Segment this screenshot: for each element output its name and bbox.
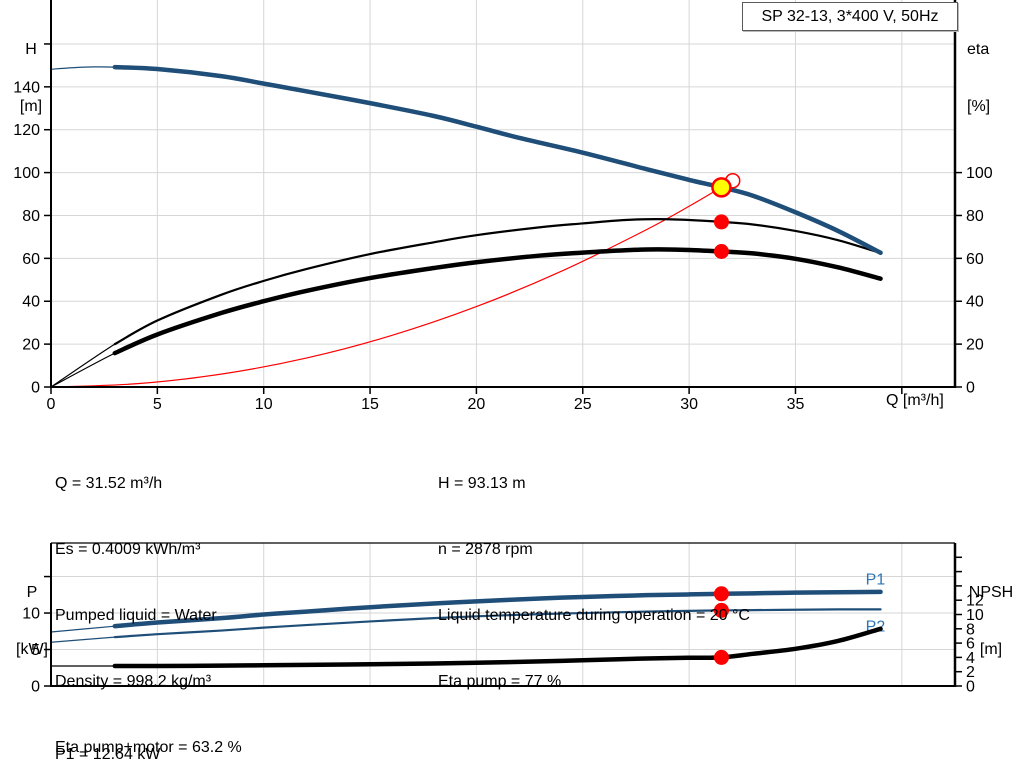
y-right-tick: 4	[966, 650, 975, 667]
y-right-tick: 0	[966, 679, 975, 696]
x-tick: 25	[574, 396, 592, 413]
y-left-tick: 120	[13, 122, 40, 139]
y-right-tick: 40	[966, 294, 984, 311]
y-left-tick: 0	[31, 380, 40, 397]
y-right-tick: 12	[966, 593, 984, 610]
y-left-tick: 140	[13, 79, 40, 96]
y-left-tick: 5	[31, 642, 40, 659]
info-line: H = 93.13 m	[438, 475, 526, 492]
x-tick: 35	[787, 396, 805, 413]
y-left-tick: 20	[22, 337, 40, 354]
chart-title-box: SP 32-13, 3*400 V, 50Hz	[742, 2, 958, 31]
eta-pump-motor-point-marker	[713, 243, 729, 259]
p-axis-symbol: P	[26, 584, 38, 601]
eta-pump-point-marker	[713, 214, 729, 230]
duty-info-right: H = 93.13 m n = 2878 rpm Liquid temperat…	[438, 429, 750, 737]
q-axis-label: Q [m³/h]	[886, 392, 944, 409]
info-line: n = 2878 rpm	[438, 541, 533, 558]
p-axis-unit: [kW]	[16, 641, 48, 658]
info-line: P1 = 12.64 kW	[55, 746, 161, 763]
x-tick: 15	[361, 396, 379, 413]
p2-point-marker	[713, 602, 729, 618]
x-tick: 10	[255, 396, 273, 413]
info-line: Eta pump = 77 %	[438, 673, 562, 690]
eta-axis-unit: [%]	[967, 98, 991, 115]
duty-info-left: Q = 31.52 m³/h Es = 0.4009 kWh/m³ Pumped…	[55, 429, 242, 781]
y-left-tick: 60	[22, 251, 40, 268]
y-right-tick: 20	[966, 337, 984, 354]
info-line: Liquid temperature during operation = 20…	[438, 607, 750, 624]
y-right-tick: 80	[966, 208, 984, 225]
h-axis-label: H [m]	[10, 2, 52, 154]
p1-point-marker	[713, 586, 729, 602]
y-left-tick: 40	[22, 294, 40, 311]
npsh-point-marker	[713, 649, 729, 665]
y-right-tick: 60	[966, 251, 984, 268]
x-tick: 0	[47, 396, 56, 413]
operating-point-marker	[711, 177, 732, 198]
y-left-tick: 10	[22, 606, 40, 623]
x-tick: 5	[153, 396, 162, 413]
info-line: Q = 31.52 m³/h	[55, 475, 163, 492]
x-tick: 30	[680, 396, 698, 413]
h-axis-symbol: H	[25, 41, 37, 58]
hq-eta-chart: 0 20 40 60 80 100 120 140 0 20 40 60 80 100 0 5 10 15 20 25…	[13, 0, 993, 413]
y-right-tick: 0	[966, 380, 975, 397]
h-axis-unit: [m]	[19, 98, 43, 115]
power-info: P1 = 12.64 kW P2 = 10.36 kW NPSH = 4 m	[55, 700, 160, 781]
npsh-axis-label: NPSH [m]	[962, 545, 1020, 697]
info-line: Eta pump+motor = 63.2 %	[55, 739, 242, 756]
info-line: Es = 0.4009 kWh/m³	[55, 541, 201, 558]
y-left-tick: 0	[31, 679, 40, 696]
npsh-axis-unit: [m]	[979, 641, 1003, 658]
y-right-tick: 10	[966, 607, 984, 624]
x-tick: 20	[468, 396, 486, 413]
y-right-tick: 2	[966, 664, 975, 681]
y-right-tick: 8	[966, 621, 975, 638]
y-left-tick: 80	[22, 208, 40, 225]
npsh-axis-symbol: NPSH	[968, 584, 1014, 601]
y-right-tick: 6	[966, 636, 975, 653]
info-line: Pumped liquid = Water	[55, 607, 217, 624]
eta-axis-label: eta [%]	[967, 2, 1017, 154]
p-axis-label: P [kW]	[10, 545, 54, 697]
y-left-tick: 100	[13, 165, 40, 182]
series-label-p1: P1	[866, 572, 886, 589]
y-right-tick: 100	[966, 165, 993, 182]
eta-axis-symbol: eta	[967, 41, 990, 58]
info-line: Density = 998.2 kg/m³	[55, 673, 212, 690]
